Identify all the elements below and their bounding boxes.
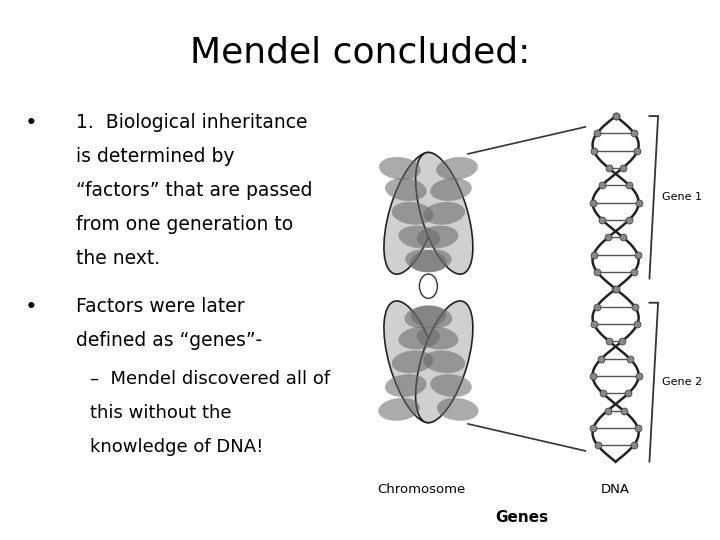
Text: Chromosome: Chromosome: [377, 483, 465, 496]
Text: Gene 2: Gene 2: [662, 377, 702, 387]
Text: “factors” that are passed: “factors” that are passed: [76, 181, 312, 200]
Text: •: •: [25, 113, 38, 133]
Ellipse shape: [415, 152, 473, 274]
Text: Gene 1: Gene 1: [662, 192, 702, 202]
Ellipse shape: [417, 327, 459, 349]
Ellipse shape: [378, 398, 420, 421]
Ellipse shape: [384, 152, 441, 274]
Ellipse shape: [417, 226, 459, 248]
Ellipse shape: [423, 202, 465, 225]
Ellipse shape: [392, 350, 433, 373]
Text: Mendel concluded:: Mendel concluded:: [190, 35, 530, 69]
Text: •: •: [25, 297, 38, 317]
Text: Genes: Genes: [495, 510, 549, 525]
Ellipse shape: [398, 327, 440, 349]
Ellipse shape: [436, 157, 478, 180]
Text: Factors were later: Factors were later: [76, 297, 244, 316]
Ellipse shape: [392, 202, 433, 225]
Text: defined as “genes”-: defined as “genes”-: [76, 331, 262, 350]
Text: is determined by: is determined by: [76, 147, 234, 166]
Ellipse shape: [419, 274, 438, 298]
Ellipse shape: [430, 178, 472, 201]
Ellipse shape: [437, 398, 479, 421]
Ellipse shape: [415, 301, 473, 423]
Text: the next.: the next.: [76, 249, 160, 268]
Ellipse shape: [385, 374, 427, 397]
Ellipse shape: [423, 350, 465, 373]
Text: –  Mendel discovered all of: – Mendel discovered all of: [90, 370, 330, 388]
Ellipse shape: [384, 301, 441, 423]
Ellipse shape: [385, 178, 427, 201]
Text: knowledge of DNA!: knowledge of DNA!: [90, 438, 264, 456]
Ellipse shape: [405, 306, 446, 328]
Ellipse shape: [405, 249, 447, 272]
Ellipse shape: [398, 226, 440, 248]
Text: from one generation to: from one generation to: [76, 215, 293, 234]
Text: this without the: this without the: [90, 404, 232, 422]
Text: DNA: DNA: [601, 483, 630, 496]
Ellipse shape: [410, 306, 452, 328]
Text: 1.  Biological inheritance: 1. Biological inheritance: [76, 113, 307, 132]
Ellipse shape: [379, 157, 420, 180]
Ellipse shape: [430, 374, 472, 397]
Ellipse shape: [410, 249, 451, 272]
